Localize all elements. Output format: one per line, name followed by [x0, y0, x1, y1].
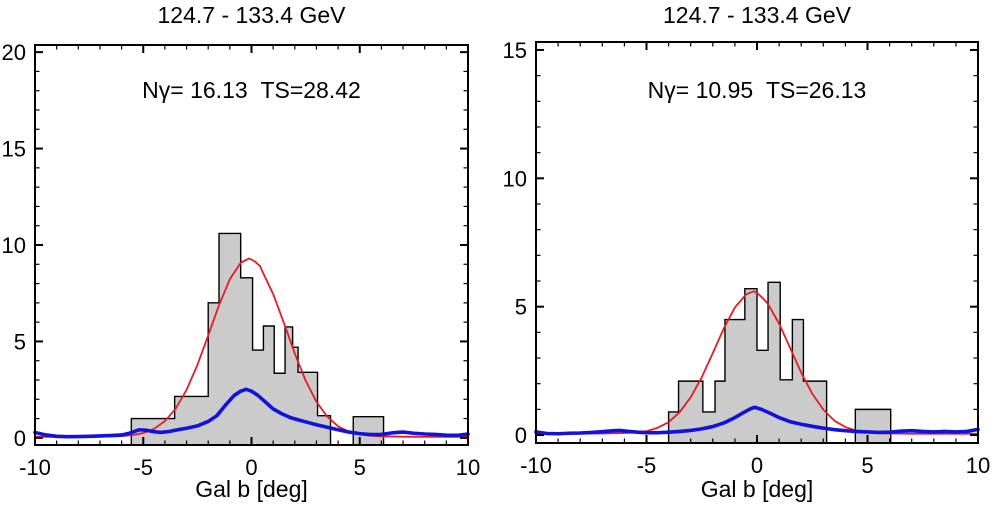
x-tick-label: 10	[456, 455, 480, 480]
right-plot-svg: -10 -5 0 5 10 0 5 10 15	[503, 38, 991, 478]
left-plot-title: 124.7 - 133.4 GeV	[157, 2, 346, 28]
y-tick-label: 15	[2, 137, 26, 162]
background-curve	[33, 387, 470, 439]
tick-labels: -10 -5 0 5 10 0 5 10 15 20	[2, 40, 481, 480]
y-tick-label: 0	[515, 423, 527, 448]
x-tick-label: 0	[245, 455, 257, 480]
y-tick-label: 5	[14, 329, 26, 354]
y-tick-label: 5	[515, 295, 527, 320]
axis-ticks	[34, 45, 469, 445]
right-x-axis-label: Gal b [deg]	[700, 476, 814, 502]
x-tick-label: -5	[637, 453, 657, 478]
y-tick-label: 0	[14, 426, 26, 451]
tick-labels: -10 -5 0 5 10 0 5 10 15	[503, 38, 991, 478]
left-annotation: Nγ= 16.13 TS=28.42	[142, 77, 361, 103]
x-tick-label: 5	[354, 455, 366, 480]
x-tick-label: 10	[966, 453, 990, 478]
x-tick-label: -10	[520, 453, 552, 478]
y-tick-label: 20	[2, 40, 26, 65]
panel-right: -10 -5 0 5 10 0 5 10 15 124.7 - 133.4 GeV Nγ= 10…	[498, 0, 996, 508]
right-annotation: Nγ= 10.95 TS=26.13	[647, 77, 867, 103]
x-tick-label: -10	[19, 455, 51, 480]
left-plot-svg: -10 -5 0 5 10 0 5 10 15 20	[2, 40, 481, 480]
photon-histogram	[130, 232, 385, 446]
left-x-axis-label: Gal b [deg]	[195, 476, 308, 502]
right-plot-title: 124.7 - 133.4 GeV	[663, 2, 851, 28]
y-tick-label: 10	[503, 166, 527, 191]
y-tick-label: 10	[2, 233, 26, 258]
panel-left: -10 -5 0 5 10 0 5 10 15 20 124.7 - 133.4 GeV Nγ= …	[2, 2, 481, 502]
y-tick-label: 15	[503, 38, 527, 63]
x-tick-label: -5	[133, 455, 153, 480]
x-tick-label: 5	[861, 453, 873, 478]
background-curve	[534, 405, 980, 436]
x-tick-label: 0	[751, 453, 763, 478]
axis-ticks	[535, 42, 979, 443]
